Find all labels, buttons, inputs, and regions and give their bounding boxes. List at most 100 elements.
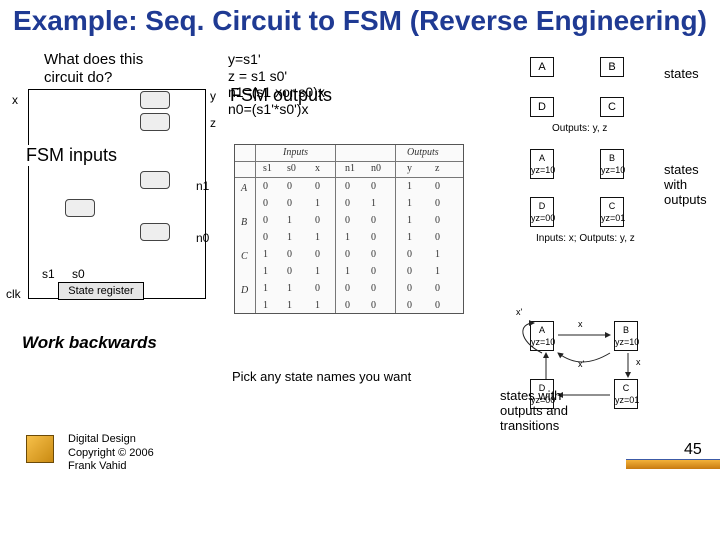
tc-1-2: 1 [315, 198, 320, 209]
sb2o: yz=10 [601, 164, 623, 176]
sig-y: y [210, 89, 216, 103]
tc-4-4: 0 [371, 249, 376, 260]
state-d-2: D yz=00 [530, 197, 554, 227]
work-backwards: Work backwards [22, 333, 157, 353]
tc-2-4: 0 [371, 215, 376, 226]
footer-l3: Frank Vahid [68, 460, 154, 474]
tc-3-5: 1 [407, 232, 412, 243]
fsm-outputs-label: FSM outputs [230, 85, 332, 106]
gate-not [140, 91, 170, 109]
pick-names: Pick any state names you want [232, 369, 411, 384]
question-l2: circuit do? [44, 69, 143, 87]
tc-7-0: 1 [263, 300, 268, 311]
tc-6-2: 0 [315, 283, 320, 294]
sig-s1: s1 [42, 267, 55, 281]
tc-4-3: 0 [345, 249, 350, 260]
sd-caption-2: Inputs: x; Outputs: y, z [536, 233, 635, 244]
corner-bar-icon [626, 459, 720, 469]
sig-clk: clk [6, 287, 21, 301]
tc-6-5: 0 [407, 283, 412, 294]
tc-5-3: 1 [345, 266, 350, 277]
edge-x-2: x [636, 357, 641, 367]
tc-7-1: 1 [287, 300, 292, 311]
sd2n: D [531, 200, 553, 212]
truth-col-1: s0 [287, 163, 296, 174]
sig-s0: s0 [72, 267, 85, 281]
sst2: outputs and [500, 404, 568, 419]
truth-rl-4: C [241, 251, 248, 262]
footer-l2: Copyright © 2006 [68, 447, 154, 461]
state-register: State register [58, 282, 144, 300]
tc-3-6: 0 [435, 232, 440, 243]
gate-and-3 [140, 223, 170, 241]
tc-6-3: 0 [345, 283, 350, 294]
sa2o: yz=10 [531, 164, 553, 176]
truth-rl-6: D [241, 285, 248, 296]
fsm-inputs-label: FSM inputs [24, 145, 119, 166]
sig-x: x [12, 93, 18, 107]
state-a-2: A yz=10 [530, 149, 554, 179]
gate-and-1 [140, 113, 170, 131]
tc-5-2: 1 [315, 266, 320, 277]
state-d-1: D [530, 97, 554, 117]
slide-body: What does this circuit do? y=s1' z = s1 … [0, 39, 720, 499]
tc-3-4: 0 [371, 232, 376, 243]
tc-4-6: 1 [435, 249, 440, 260]
sso2: with [664, 178, 707, 193]
tc-1-0: 0 [263, 198, 268, 209]
tc-3-1: 1 [287, 232, 292, 243]
tc-5-1: 0 [287, 266, 292, 277]
truth-col-3: n1 [345, 163, 355, 174]
sso1: states [664, 163, 707, 178]
truth-rl-0: A [241, 183, 247, 194]
eq-y: y=s1' [228, 51, 325, 68]
tc-2-6: 0 [435, 215, 440, 226]
question-l1: What does this [44, 51, 143, 69]
footer-l1: Digital Design [68, 433, 154, 447]
tc-3-0: 0 [263, 232, 268, 243]
sb2n: B [601, 152, 623, 164]
tc-2-5: 1 [407, 215, 412, 226]
eq-z: z = s1 s0' [228, 68, 325, 85]
state-b-2: B yz=10 [600, 149, 624, 179]
sst3: transitions [500, 419, 568, 434]
tc-7-5: 0 [407, 300, 412, 311]
state-c-1: C [600, 97, 624, 117]
tc-7-6: 0 [435, 300, 440, 311]
tc-7-3: 0 [345, 300, 350, 311]
tc-4-0: 1 [263, 249, 268, 260]
tc-0-3: 0 [345, 181, 350, 192]
side-states: states [664, 67, 699, 82]
tc-4-5: 0 [407, 249, 412, 260]
tc-2-3: 0 [345, 215, 350, 226]
tc-7-2: 1 [315, 300, 320, 311]
truth-hdr-outputs: Outputs [407, 147, 439, 158]
truth-rl-2: B [241, 217, 247, 228]
tc-0-5: 1 [407, 181, 412, 192]
state-b-1: B [600, 57, 624, 77]
page-number: 45 [684, 441, 702, 459]
tc-5-4: 0 [371, 266, 376, 277]
truth-col-6: z [435, 163, 439, 174]
sst1: states with [500, 389, 568, 404]
slide-title: Example: Seq. Circuit to FSM (Reverse En… [0, 0, 720, 39]
tc-6-6: 0 [435, 283, 440, 294]
sso3: outputs [664, 193, 707, 208]
gate-and-2 [140, 171, 170, 189]
tc-6-4: 0 [371, 283, 376, 294]
tc-3-2: 1 [315, 232, 320, 243]
tc-1-6: 0 [435, 198, 440, 209]
state-c-2: C yz=01 [600, 197, 624, 227]
tc-1-3: 0 [345, 198, 350, 209]
gate-nand [65, 199, 95, 217]
tc-2-1: 1 [287, 215, 292, 226]
tc-2-2: 0 [315, 215, 320, 226]
tc-0-6: 0 [435, 181, 440, 192]
tc-5-5: 0 [407, 266, 412, 277]
footer-text: Digital Design Copyright © 2006 Frank Va… [68, 433, 154, 474]
sig-z: z [210, 116, 216, 130]
sd2o: yz=00 [531, 212, 553, 224]
footer-logo-icon [26, 435, 54, 463]
tc-3-3: 1 [345, 232, 350, 243]
tc-7-4: 0 [371, 300, 376, 311]
